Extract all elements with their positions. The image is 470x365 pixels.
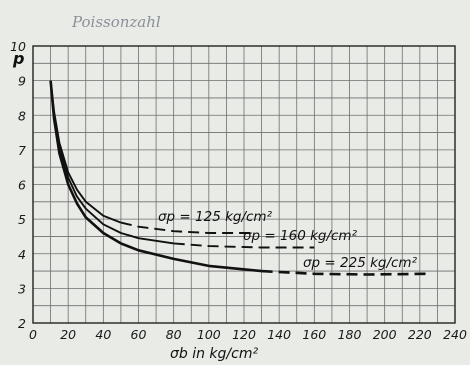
x-tick-label: 120 xyxy=(232,327,256,342)
x-tick-label: 60 xyxy=(131,327,147,342)
y-tick-label: 7 xyxy=(18,143,26,158)
plot-frame xyxy=(32,45,456,324)
x-tick-label: 100 xyxy=(197,327,221,342)
grid xyxy=(32,45,456,324)
y-tick-label: 6 xyxy=(18,178,26,193)
series-label-160: σp = 160 kg/cm² xyxy=(243,228,358,244)
y-tick-label: 3 xyxy=(18,281,26,296)
x-tick-label: 0 xyxy=(29,327,37,342)
y-tick-label: 8 xyxy=(18,108,26,123)
x-tick-label: 180 xyxy=(338,327,362,342)
y-tick-label: 5 xyxy=(18,212,26,227)
x-tick-label: 140 xyxy=(267,327,291,342)
series-line-dashed xyxy=(173,242,315,249)
series-line-dashed xyxy=(120,221,253,234)
x-tick-label: 240 xyxy=(443,327,467,342)
series-line-solid xyxy=(49,80,262,273)
y-axis-label: p xyxy=(12,49,24,68)
y-tick-label: 2 xyxy=(18,316,26,331)
x-tick-label: 20 xyxy=(60,327,76,342)
x-tick-label: 80 xyxy=(166,327,182,342)
x-tick-labels: 0 20 40 60 80 100 120 140 160 180 200 220 240 xyxy=(29,327,467,342)
curves xyxy=(49,80,429,276)
x-tick-label: 40 xyxy=(95,327,111,342)
x-tick-label: 200 xyxy=(373,327,397,342)
x-tick-label: 220 xyxy=(408,327,432,342)
series-label-225: σp = 225 kg/cm² xyxy=(303,255,418,271)
y-tick-labels: 2 3 4 5 6 7 8 9 10 xyxy=(10,39,26,331)
series-line-dashed xyxy=(261,269,429,276)
plot-border xyxy=(32,45,456,324)
y-tick-label: 4 xyxy=(18,247,26,262)
y-tick-label: 10 xyxy=(10,39,26,54)
y-tick-label: 9 xyxy=(18,74,26,89)
series-label-125: σp = 125 kg/cm² xyxy=(158,209,273,225)
handwritten-note: Poissonzahl xyxy=(71,13,161,31)
x-tick-label: 160 xyxy=(302,327,326,342)
x-axis-label: σb in kg/cm² xyxy=(170,346,258,362)
